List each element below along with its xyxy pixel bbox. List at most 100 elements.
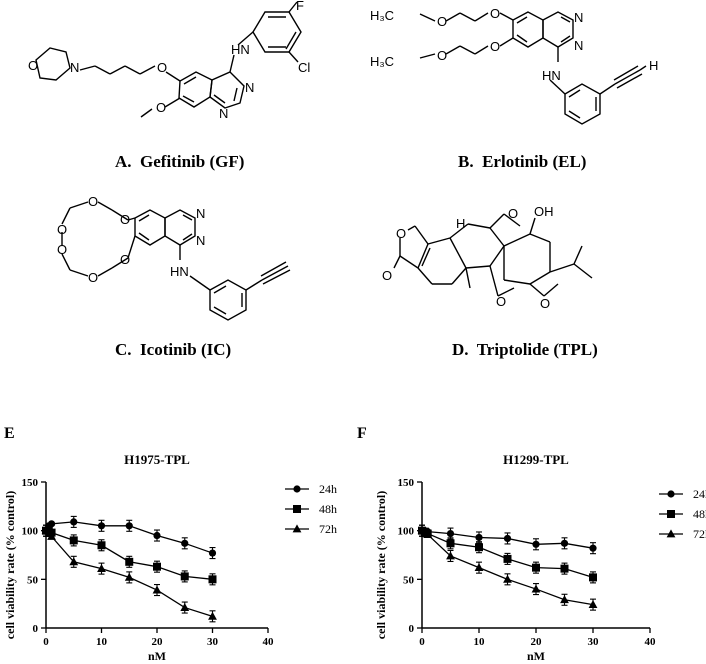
y-tick-label: 100 xyxy=(22,526,39,538)
data-point xyxy=(125,557,134,566)
x-tick-label: 20 xyxy=(152,636,164,648)
caption-name: Triptolide (TPL) xyxy=(476,340,598,359)
y-tick-label: 50 xyxy=(403,574,415,586)
atom-label-o: O xyxy=(88,194,98,209)
chart-h1975-tpl: E H1975-TPL 0 50 100 150 0 10 20 30 40 nM cell viabi… xyxy=(3,425,337,663)
legend-marker xyxy=(667,490,675,498)
caption-gefitinib: A. Gefitinib (GF) xyxy=(115,152,244,172)
x-tick-label: 0 xyxy=(419,636,425,648)
atom-label-o: O xyxy=(396,226,406,241)
x-tick-label: 10 xyxy=(96,636,108,648)
data-point xyxy=(503,554,512,563)
chart-title: H1975-TPL xyxy=(124,452,190,467)
chart-h1299-tpl: F H1299-TPL 0 50 100 150 0 10 20 30 40 nM cell viabi… xyxy=(357,425,706,663)
data-point xyxy=(423,529,433,538)
atom-label-o: O xyxy=(496,294,506,309)
atom-label-o: O xyxy=(28,58,38,73)
data-point xyxy=(153,531,161,540)
panel-letter: F xyxy=(357,425,367,442)
chart-title: H1299-TPL xyxy=(503,452,569,467)
atom-label-o: O xyxy=(120,252,130,267)
legend-label: 48h xyxy=(693,507,706,521)
data-point xyxy=(124,572,134,581)
data-point xyxy=(125,522,133,530)
caption-letter: D. xyxy=(452,340,469,359)
series-24h xyxy=(418,524,597,555)
atom-label-o: O xyxy=(540,296,550,311)
data-point xyxy=(70,518,78,526)
x-axis-label: nM xyxy=(148,649,166,663)
legend-marker xyxy=(667,510,675,518)
atom-label-nh: HN xyxy=(170,264,189,279)
data-point xyxy=(208,549,217,557)
caption-letter: C. xyxy=(115,340,132,359)
atom-label-o: O xyxy=(490,39,500,54)
data-point xyxy=(532,563,540,572)
data-point xyxy=(180,572,189,581)
y-tick-label: 100 xyxy=(398,526,415,538)
data-point xyxy=(47,531,56,540)
atom-label-o: O xyxy=(120,212,130,227)
atom-label-o: O xyxy=(437,14,447,29)
atom-label-o: O xyxy=(490,6,500,21)
x-tick-label: 30 xyxy=(588,636,600,648)
data-point xyxy=(69,536,78,545)
legend-label: 72h xyxy=(319,522,337,536)
atom-label-n: N xyxy=(219,106,228,121)
data-point xyxy=(503,574,512,583)
data-point xyxy=(97,564,106,573)
data-point xyxy=(560,564,569,573)
legend-label: 48h xyxy=(319,502,337,516)
x-tick-label: 10 xyxy=(474,636,486,648)
data-point xyxy=(446,539,455,548)
series-72h xyxy=(41,524,217,623)
y-tick-label: 0 xyxy=(33,623,39,635)
data-point xyxy=(152,585,162,594)
atom-label-nh: HN xyxy=(542,68,561,83)
data-point xyxy=(560,539,569,547)
y-axis-label: cell viability rate (% control) xyxy=(374,491,388,639)
x-tick-label: 0 xyxy=(43,636,49,648)
data-point xyxy=(97,541,106,550)
atom-label-nh: HN xyxy=(231,42,250,57)
y-tick-label: 0 xyxy=(409,623,415,635)
data-point xyxy=(531,584,541,593)
atom-label-o: O xyxy=(437,48,447,63)
data-point xyxy=(532,540,540,548)
atom-label-o: O xyxy=(57,242,67,257)
caption-erlotinib: B. Erlotinib (EL) xyxy=(458,152,586,172)
x-tick-label: 30 xyxy=(207,636,219,648)
atom-label-h: H xyxy=(649,58,658,73)
atom-label-n: N xyxy=(574,38,583,53)
caption-name: Icotinib (IC) xyxy=(140,340,232,359)
atom-label-o: O xyxy=(156,100,166,115)
data-point xyxy=(69,557,79,566)
data-point xyxy=(208,611,217,620)
legend-label: 72h xyxy=(693,527,706,541)
structure-icotinib: O O O O O O N N HN xyxy=(57,194,291,321)
caption-name: Gefitinib (GF) xyxy=(140,152,245,171)
atom-label-n: N xyxy=(574,10,583,25)
caption-icotinib: C. Icotinib (IC) xyxy=(115,340,231,360)
atom-label-h3c: H₃C xyxy=(370,54,394,69)
series-72h xyxy=(417,524,598,611)
x-tick-label: 40 xyxy=(263,636,275,648)
structure-gefitinib: HN F Cl N N O O N O xyxy=(28,0,310,121)
data-point xyxy=(181,539,189,547)
legend-label: 24h xyxy=(319,482,337,496)
atom-label-n: N xyxy=(196,233,205,248)
caption-letter: B. xyxy=(458,152,474,171)
data-point xyxy=(208,575,217,584)
x-tick-label: 20 xyxy=(531,636,543,648)
atom-label-o: O xyxy=(157,60,167,75)
x-tick-label: 40 xyxy=(645,636,657,648)
atom-label-o: O xyxy=(508,206,518,221)
data-point xyxy=(560,595,569,604)
atom-label-n: N xyxy=(196,206,205,221)
data-point xyxy=(97,522,106,530)
panel-letter: E xyxy=(4,425,15,442)
legend-marker xyxy=(666,529,676,538)
atom-label-n: N xyxy=(70,60,79,75)
legend-marker xyxy=(293,485,301,493)
data-point xyxy=(589,544,597,552)
